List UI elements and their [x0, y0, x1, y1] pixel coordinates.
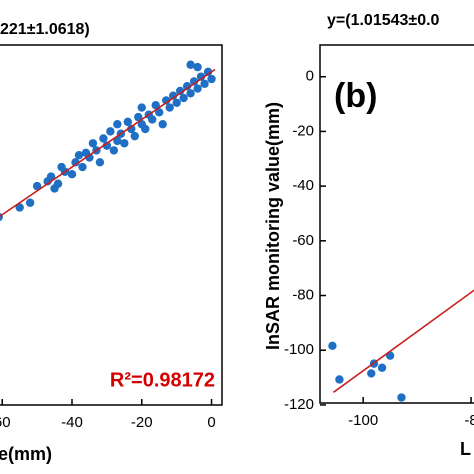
x-axis-label: L: [460, 439, 471, 459]
point: [175, 86, 185, 96]
point: [196, 72, 206, 81]
y-tick-label: 0: [306, 68, 314, 85]
point: [113, 120, 122, 129]
point: [397, 393, 406, 402]
point: [120, 139, 129, 148]
x-tick-label: 60: [0, 414, 11, 431]
fit-line: [333, 289, 474, 393]
point: [32, 181, 42, 191]
y-tick-label: -120: [284, 396, 314, 413]
point: [123, 117, 133, 127]
point: [50, 184, 59, 193]
y-tick-label: -80: [292, 286, 314, 303]
point: [134, 112, 143, 122]
point: [74, 150, 84, 160]
point: [186, 89, 195, 98]
point: [15, 203, 24, 212]
y-tick-label: -60: [292, 232, 314, 249]
x-tick-label: -100: [348, 412, 378, 429]
point: [99, 134, 108, 143]
point: [148, 115, 157, 124]
x-axis-label: e(mm): [0, 444, 52, 464]
point: [367, 369, 376, 378]
plot-frame: [319, 44, 474, 404]
point: [25, 198, 35, 207]
point: [182, 81, 192, 91]
point: [207, 74, 216, 84]
plot-frame: [0, 44, 223, 406]
point: [335, 375, 344, 384]
chart-title: 221±1.0618): [0, 21, 90, 38]
point: [186, 60, 195, 69]
point: [85, 153, 94, 162]
point: [168, 91, 178, 100]
point: [109, 146, 119, 155]
point: [172, 98, 181, 108]
point: [71, 158, 80, 167]
point: [46, 172, 56, 181]
point: [113, 136, 122, 146]
point: [127, 124, 136, 134]
point: [137, 103, 146, 112]
point: [200, 79, 209, 88]
point: [88, 139, 98, 148]
point: [102, 141, 112, 150]
point: [141, 124, 150, 134]
y-tick-label: -20: [292, 122, 314, 139]
point: [377, 363, 387, 372]
point: [179, 93, 188, 103]
y-axis-label: InSAR monitoring value(mm): [263, 102, 283, 350]
y-tick-label: -40: [292, 177, 314, 194]
annotation: (b): [334, 77, 377, 115]
point: [328, 341, 337, 351]
point: [165, 103, 174, 112]
point: [95, 158, 105, 167]
x-tick-label: 0: [207, 414, 215, 431]
fit-line: [0, 68, 216, 218]
chart-title: y=(1.01543±0.0: [327, 12, 440, 29]
point: [203, 67, 213, 77]
point: [106, 127, 115, 136]
point: [130, 131, 139, 141]
annotation: R²=0.98172: [110, 369, 215, 391]
point: [193, 62, 202, 72]
x-tick-label: -8: [464, 412, 474, 429]
point: [155, 108, 164, 117]
point: [193, 84, 202, 93]
point: [189, 77, 199, 86]
point: [151, 100, 160, 110]
point: [67, 170, 77, 179]
y-tick-label: -100: [284, 341, 314, 358]
point: [158, 120, 167, 129]
point: [161, 96, 171, 105]
x-tick-label: -40: [61, 414, 83, 431]
x-tick-label: -20: [131, 414, 153, 431]
point: [78, 162, 87, 172]
